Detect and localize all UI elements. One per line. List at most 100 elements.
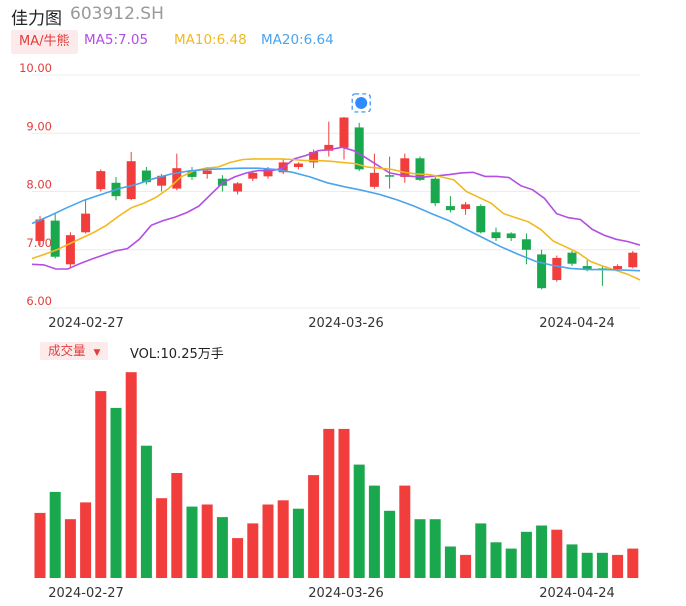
volume-bar bbox=[125, 372, 137, 578]
volume-bar bbox=[368, 485, 380, 578]
y-tick-label: 8.00 bbox=[26, 178, 52, 192]
ma20-line bbox=[31, 167, 641, 272]
high-marker-frame bbox=[351, 93, 371, 113]
x-tick-label: 2024-02-27 bbox=[48, 316, 124, 331]
candle-body bbox=[263, 169, 273, 177]
candle-body bbox=[400, 158, 410, 177]
volume-bar bbox=[110, 407, 122, 578]
x-tick-label: 2024-03-26 bbox=[308, 316, 384, 331]
candle-body bbox=[582, 266, 592, 270]
volume-bar bbox=[201, 504, 213, 578]
candle-body bbox=[248, 172, 258, 179]
volume-bar bbox=[156, 498, 168, 578]
volume-x-tick-label: 2024-03-26 bbox=[308, 586, 384, 601]
volume-bar bbox=[171, 473, 183, 578]
volume-bar bbox=[444, 546, 456, 578]
candle-body bbox=[65, 235, 75, 265]
y-tick-label: 7.00 bbox=[26, 236, 52, 250]
candle-body bbox=[430, 178, 440, 204]
candle-body bbox=[81, 213, 91, 233]
candle-body bbox=[521, 239, 531, 250]
candle-body bbox=[339, 117, 349, 148]
candle-body bbox=[415, 158, 425, 180]
candle-body bbox=[35, 219, 45, 242]
high-marker-icon bbox=[355, 96, 368, 109]
volume-bar bbox=[323, 428, 335, 578]
y-tick-label: 6.00 bbox=[26, 294, 52, 308]
stock-name: 佳力图 bbox=[11, 9, 62, 29]
volume-bar bbox=[308, 475, 320, 578]
candle-body bbox=[613, 266, 623, 269]
volume-x-tick-label: 2024-02-27 bbox=[48, 586, 124, 601]
volume-bar bbox=[49, 491, 61, 578]
volume-bar bbox=[262, 504, 274, 578]
volume-bar bbox=[566, 544, 578, 578]
volume-bar bbox=[490, 542, 502, 578]
candle-body bbox=[157, 175, 167, 186]
volume-bar bbox=[140, 445, 152, 578]
volume-selector-button[interactable]: 成交量 ▼ bbox=[40, 342, 109, 360]
volume-bar bbox=[596, 552, 608, 578]
volume-bar bbox=[460, 554, 472, 578]
ma5-line bbox=[31, 146, 641, 270]
candle-body bbox=[476, 206, 486, 233]
candle-body bbox=[324, 144, 334, 151]
candle-body bbox=[628, 252, 638, 268]
ma10-line bbox=[31, 158, 641, 281]
volume-bar bbox=[475, 523, 487, 578]
volume-bar bbox=[520, 531, 532, 578]
volume-bar bbox=[186, 506, 198, 578]
volume-bar bbox=[536, 525, 548, 578]
candle-body bbox=[187, 171, 197, 177]
candle-body bbox=[491, 232, 501, 239]
candle-body bbox=[96, 171, 106, 190]
volume-bar bbox=[338, 428, 350, 578]
y-tick-label: 9.00 bbox=[26, 119, 52, 133]
ma5-legend: MA5:7.05 bbox=[84, 32, 149, 48]
candle-body bbox=[309, 151, 319, 163]
candle-body bbox=[202, 170, 212, 175]
candle-body bbox=[172, 168, 182, 189]
volume-bar bbox=[232, 538, 244, 578]
volume-bar bbox=[627, 548, 639, 578]
volume-bar bbox=[429, 519, 441, 578]
caret-down-icon: ▼ bbox=[93, 348, 101, 358]
candle-body bbox=[369, 172, 379, 187]
volume-x-tick-label: 2024-04-24 bbox=[539, 586, 615, 601]
candle-body bbox=[233, 183, 243, 192]
volume-bar bbox=[612, 554, 624, 578]
y-tick-label: 10.00 bbox=[19, 61, 52, 75]
stock-code: 603912.SH bbox=[70, 4, 164, 24]
candle-body bbox=[506, 233, 516, 239]
volume-bar bbox=[247, 523, 259, 578]
ma20-legend: MA20:6.64 bbox=[261, 32, 334, 48]
candle-body bbox=[50, 220, 60, 257]
x-tick-label: 2024-04-24 bbox=[539, 316, 615, 331]
volume-bar bbox=[353, 464, 365, 578]
volume-bar bbox=[551, 529, 563, 578]
candle-body bbox=[385, 175, 395, 177]
volume-bar bbox=[581, 552, 593, 578]
volume-selector-label: 成交量 bbox=[48, 343, 86, 358]
candle-body bbox=[126, 161, 136, 200]
volume-bar bbox=[384, 510, 396, 578]
volume-bar bbox=[216, 517, 228, 578]
volume-bar bbox=[505, 548, 517, 578]
volume-bar bbox=[64, 519, 76, 578]
candle-body bbox=[293, 163, 303, 168]
indicator-selector-button[interactable]: MA/牛熊 bbox=[11, 30, 78, 54]
ma10-legend: MA10:6.48 bbox=[174, 32, 247, 48]
volume-bar bbox=[399, 485, 411, 578]
candle-body bbox=[354, 127, 364, 170]
candle-body bbox=[461, 204, 471, 209]
volume-bar bbox=[292, 508, 304, 578]
volume-legend: VOL:10.25万手 bbox=[130, 347, 224, 362]
candle-body bbox=[567, 252, 577, 264]
volume-bar bbox=[95, 391, 107, 578]
candle-body bbox=[537, 254, 547, 289]
candle-body bbox=[141, 170, 151, 183]
candle-body bbox=[445, 206, 455, 211]
volume-bar bbox=[80, 502, 92, 578]
candle-body bbox=[552, 257, 562, 281]
